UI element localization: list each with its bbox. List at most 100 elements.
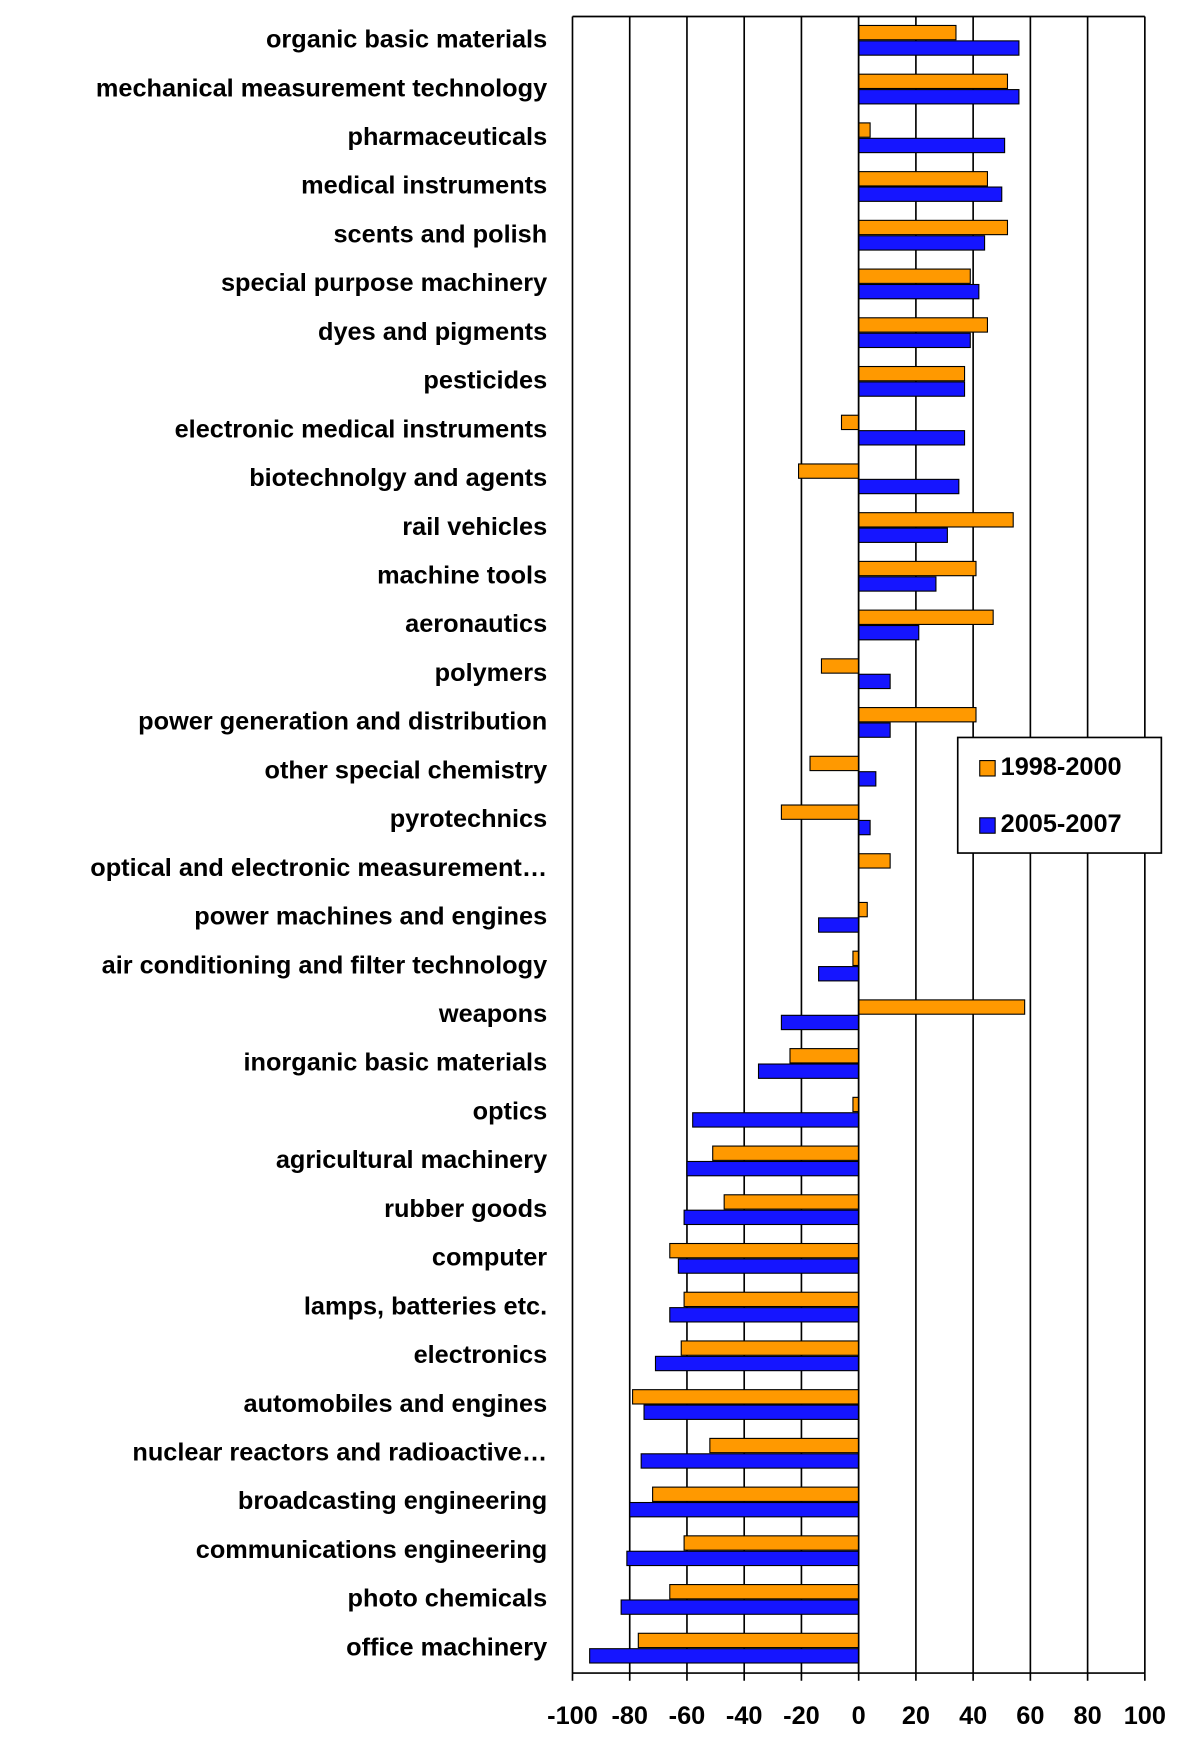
bar	[858, 219, 1009, 236]
y-tick-label: lamps, batteries etc.	[304, 1292, 547, 1320]
bar	[757, 1063, 860, 1079]
y-tick-label: electronics	[414, 1341, 548, 1369]
bar	[692, 1112, 860, 1128]
bar	[858, 819, 871, 836]
bar	[858, 381, 966, 397]
y-tick-label: computer	[432, 1244, 547, 1272]
y-tick-label: nuclear reactors and radioactive…	[132, 1438, 547, 1466]
bar	[858, 722, 891, 738]
bar	[629, 1501, 860, 1518]
bar	[654, 1355, 860, 1372]
bar	[626, 1550, 860, 1567]
bar	[669, 1242, 860, 1259]
x-tick-label: -20	[783, 1702, 820, 1730]
bar	[637, 1632, 860, 1649]
y-tick-label: rail vehicles	[402, 513, 547, 541]
bar	[677, 1258, 860, 1274]
bar	[858, 171, 988, 187]
bar	[858, 365, 966, 382]
bar	[858, 235, 986, 251]
x-tick-label: 100	[1124, 1702, 1166, 1730]
y-tick-label: electronic medical instruments	[175, 415, 548, 443]
y-tick-label: rubber goods	[384, 1195, 547, 1223]
y-tick-label: other special chemistry	[265, 756, 548, 784]
bar	[858, 707, 977, 723]
legend-swatch	[979, 760, 996, 777]
x-tick-label: -40	[726, 1702, 763, 1730]
bar	[858, 137, 1006, 154]
y-tick-label: polymers	[435, 659, 547, 687]
bar	[858, 560, 977, 577]
bar	[858, 89, 1020, 105]
bar	[852, 950, 860, 967]
y-tick-label: machine tools	[377, 561, 547, 589]
bar	[858, 576, 937, 592]
bar	[680, 1340, 860, 1356]
bar	[643, 1404, 860, 1420]
legend-label: 2005-2007	[1001, 810, 1122, 838]
bar	[840, 414, 860, 431]
y-tick-label: office machinery	[346, 1633, 547, 1661]
bar	[723, 1194, 860, 1210]
bar	[858, 122, 871, 138]
legend-swatch	[979, 817, 996, 834]
bar	[640, 1453, 860, 1469]
bar	[858, 24, 957, 41]
bar	[620, 1599, 860, 1615]
bar	[858, 624, 920, 641]
bar	[858, 512, 1014, 528]
bar	[858, 999, 1026, 1015]
bar	[818, 966, 860, 982]
x-tick-label: 0	[852, 1702, 866, 1730]
y-tick-label: special purpose machinery	[221, 269, 547, 297]
bar	[858, 673, 891, 690]
bar	[712, 1145, 860, 1161]
bar	[789, 1048, 860, 1064]
x-tick-label: 40	[959, 1702, 987, 1730]
y-tick-label: communications engineering	[196, 1536, 547, 1564]
bar	[809, 755, 860, 772]
y-tick-label: optics	[473, 1097, 547, 1125]
legend: 1998-2000 2005-2007	[956, 736, 1163, 854]
bar	[858, 283, 980, 300]
x-tick-label: 20	[902, 1702, 930, 1730]
x-tick-label: -60	[669, 1702, 706, 1730]
bar	[858, 268, 971, 284]
y-tick-label: mechanical measurement technology	[96, 74, 547, 102]
y-tick-label: pesticides	[423, 367, 547, 395]
bar	[686, 1160, 860, 1177]
y-tick-label: agricultural machinery	[276, 1146, 547, 1174]
y-tick-label: aeronautics	[405, 610, 547, 638]
bar	[858, 40, 1020, 56]
bar	[858, 317, 988, 333]
y-tick-label: optical and electronic measurement…	[90, 854, 547, 882]
bar	[709, 1437, 860, 1454]
y-tick-label: biotechnolgy and agents	[249, 464, 547, 492]
y-tick-label: broadcasting engineering	[238, 1487, 547, 1515]
y-tick-label: power generation and distribution	[138, 708, 547, 736]
y-tick-label: pharmaceuticals	[347, 123, 547, 151]
bar	[858, 853, 891, 869]
x-tick-label: -100	[547, 1702, 598, 1730]
bar	[858, 73, 1009, 90]
bar	[858, 186, 1003, 202]
x-tick-label: 80	[1074, 1702, 1102, 1730]
x-tick-label: 60	[1016, 1702, 1044, 1730]
x-tick-label: -80	[611, 1702, 648, 1730]
y-tick-label: inorganic basic materials	[243, 1049, 547, 1077]
y-tick-label: air conditioning and filter technology	[102, 951, 548, 979]
bar	[669, 1307, 860, 1323]
bar	[669, 1584, 860, 1600]
y-tick-label: medical instruments	[301, 172, 547, 200]
bar	[858, 478, 960, 495]
bar	[852, 1096, 860, 1113]
bar	[858, 771, 877, 787]
bar	[858, 901, 868, 918]
y-tick-label: organic basic materials	[266, 26, 547, 54]
bar	[858, 609, 994, 625]
bar	[798, 463, 860, 479]
y-tick-label: automobiles and engines	[244, 1390, 548, 1418]
bar	[818, 917, 860, 933]
bar	[652, 1486, 860, 1502]
